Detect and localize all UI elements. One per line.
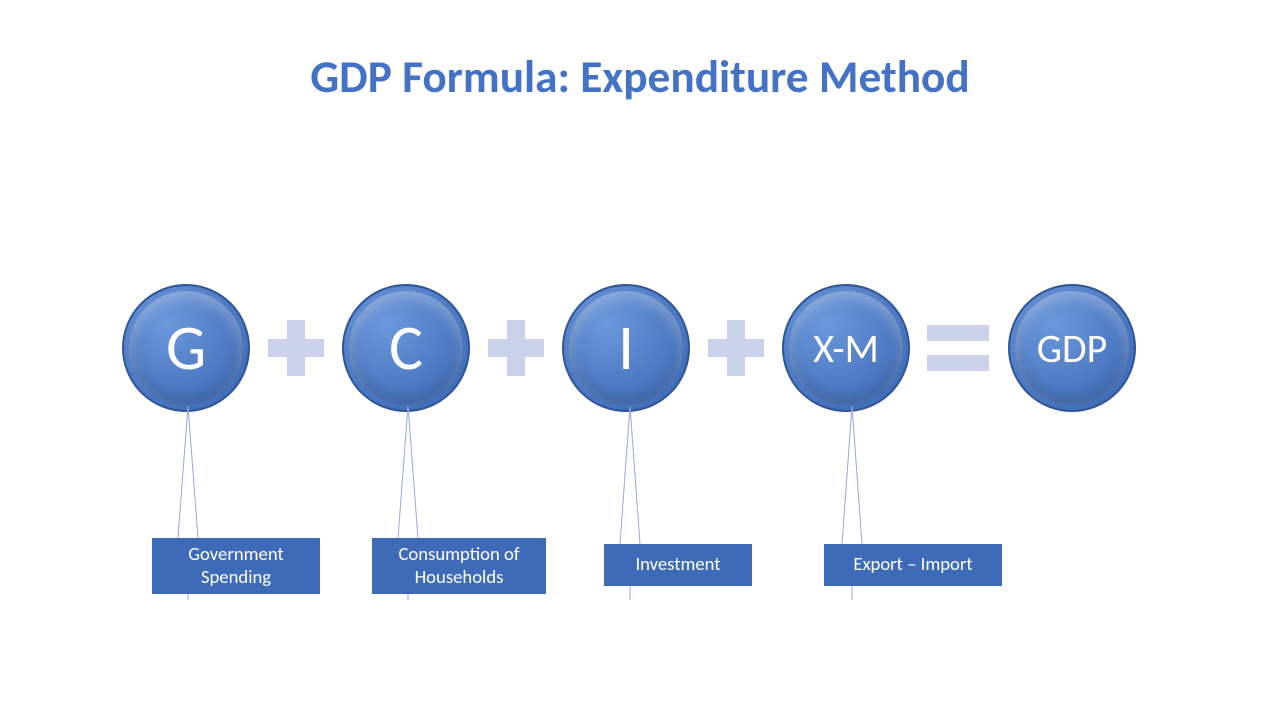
formula-node-i: I — [562, 284, 690, 412]
label-i: Investment — [604, 544, 752, 586]
plus-icon — [268, 320, 324, 376]
plus-icon — [488, 320, 544, 376]
formula-node-letter: C — [389, 309, 423, 387]
formula-node-letter: GDP — [1037, 324, 1108, 373]
formula-node-g: G — [122, 284, 250, 412]
formula-node-letter: G — [166, 309, 206, 387]
formula-node-gdp: GDP — [1008, 284, 1136, 412]
label-g: Government Spending — [152, 538, 320, 594]
label-c: Consumption of Households — [372, 538, 546, 594]
formula-node-letter: I — [618, 309, 634, 387]
formula-node-c: C — [342, 284, 470, 412]
equals-icon — [927, 325, 989, 371]
plus-icon — [708, 320, 764, 376]
label-xm: Export – Import — [824, 544, 1002, 586]
page-title: GDP Formula: Expenditure Method — [0, 50, 1280, 105]
formula-node-xm: X-M — [782, 284, 910, 412]
formula-node-letter: X-M — [813, 324, 879, 373]
